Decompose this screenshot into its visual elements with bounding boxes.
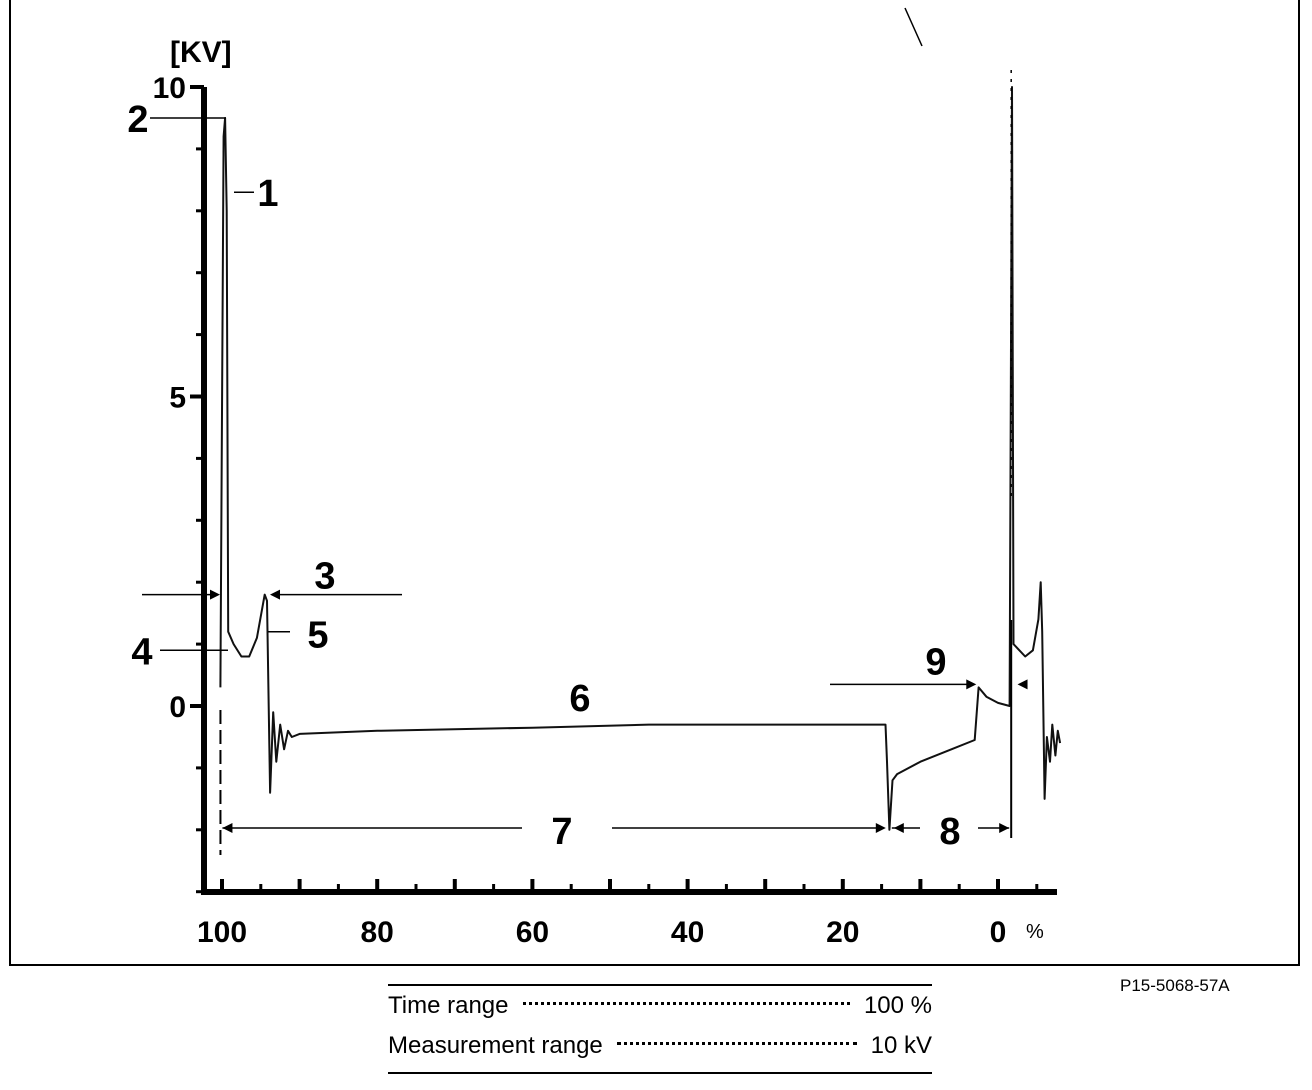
settings-row-time-range: Time range 100 %	[388, 986, 932, 1026]
callout-annotations: 2 1 3 4 5 6 7 8 9	[127, 7, 1028, 855]
dot-leader	[522, 1002, 850, 1005]
x-tick-label: 40	[671, 916, 704, 949]
time-range-label: Time range	[388, 992, 509, 1019]
voltage-trace	[219, 86, 1062, 831]
figure-id: P15-5068-57A	[1120, 976, 1230, 995]
callout-label-2: 2	[127, 99, 148, 141]
callout-label-1: 1	[257, 173, 278, 215]
axis-ticks	[190, 85, 1039, 894]
settings-row-measurement-range: Measurement range 10 kV	[388, 1026, 932, 1066]
oscilloscope-frame	[9, 0, 1300, 966]
arrow-head	[210, 589, 220, 600]
x-tick-label: 0	[990, 916, 1007, 949]
arrow-head	[966, 679, 977, 690]
axes	[201, 87, 1057, 895]
callout-label-3: 3	[314, 556, 335, 598]
arrow-head	[999, 823, 1010, 833]
measurement-range-label: Measurement range	[388, 1032, 603, 1059]
callout-label-8: 8	[939, 811, 960, 853]
dot-leader	[616, 1042, 857, 1045]
trace-line	[219, 86, 1062, 831]
callout-label-9: 9	[925, 641, 946, 683]
x-tick-label: 80	[361, 916, 394, 949]
x-axis-unit-label: %	[1026, 921, 1044, 943]
settings-bottom-rule	[388, 1072, 932, 1074]
scan-mark	[904, 7, 923, 47]
tick-labels: 10 5 0 [KV] 100 80 60 40 20 0%	[153, 36, 1044, 949]
y-axis-unit-label: [KV]	[170, 36, 232, 69]
callout-label-7: 7	[551, 811, 572, 853]
y-tick-label: 0	[169, 691, 186, 724]
time-range-value: 100 %	[863, 992, 932, 1019]
arrow-head	[270, 589, 280, 600]
y-tick-label: 5	[169, 382, 186, 415]
callout-label-5: 5	[307, 615, 328, 657]
settings-top-rule	[388, 984, 932, 986]
arrow-head	[222, 823, 233, 833]
ignition-oscillogram-chart: 10 5 0 [KV] 100 80 60 40 20 0% 2 1 3 4 5 6 7 8 9	[127, 7, 1062, 949]
callout-label-4: 4	[131, 631, 152, 673]
arrow-head	[875, 823, 886, 833]
callout-label-6: 6	[569, 678, 590, 720]
measurement-range-value: 10 kV	[870, 1032, 932, 1059]
settings-table: Time range 100 % Measurement range 10 kV	[388, 984, 932, 1074]
x-tick-label: 20	[826, 916, 859, 949]
y-tick-label: 10	[153, 72, 186, 105]
arrow-head	[1017, 679, 1028, 690]
arrow-head	[893, 823, 904, 833]
x-tick-label: 100	[197, 916, 247, 949]
x-tick-label: 60	[516, 916, 549, 949]
